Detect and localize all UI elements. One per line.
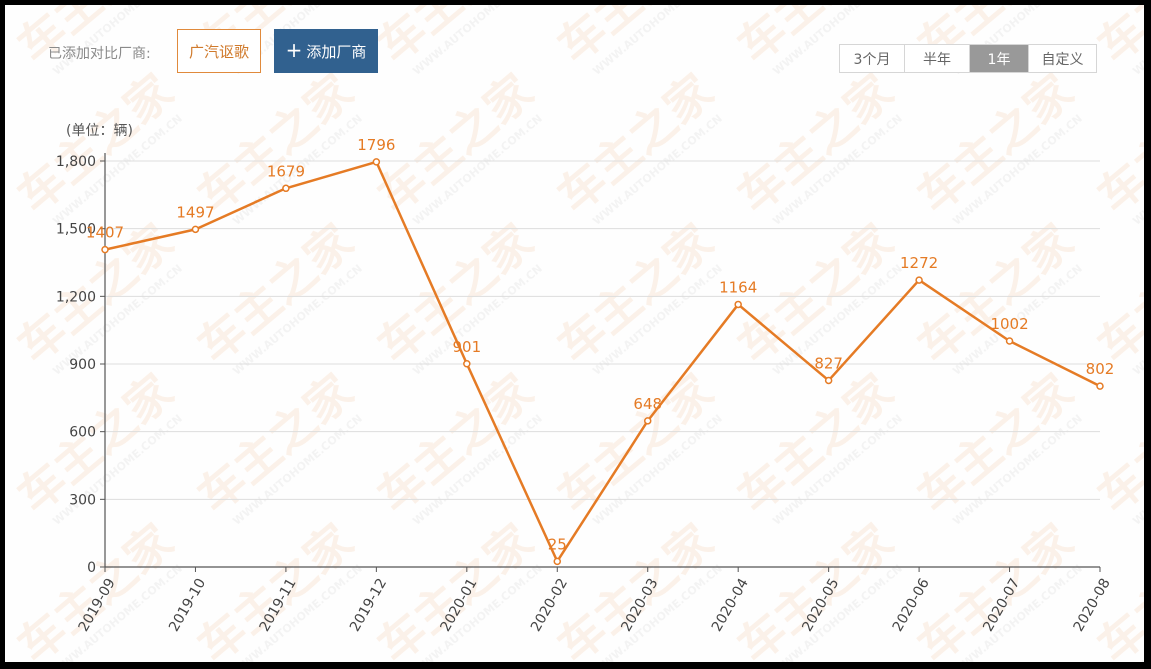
- series-layer: [101, 158, 1104, 566]
- data-label: 802: [1086, 360, 1115, 378]
- data-label: 1002: [990, 315, 1028, 333]
- y-tick-label: 0: [87, 560, 96, 576]
- data-label: 1679: [267, 162, 305, 180]
- data-label: 1164: [719, 278, 757, 296]
- data-label: 1497: [176, 203, 214, 221]
- data-point: [463, 360, 471, 368]
- data-point: [101, 245, 109, 254]
- brand-tag[interactable]: 广汽讴歌: [177, 29, 261, 73]
- data-point: [643, 417, 652, 425]
- axes: [104, 153, 1100, 568]
- data-label: 901: [452, 338, 481, 356]
- range-custom-button[interactable]: 自定义: [1029, 45, 1096, 72]
- range-3-months-button[interactable]: 3个月: [840, 45, 905, 72]
- range-half-year-button[interactable]: 半年: [905, 45, 970, 72]
- data-label: 1796: [357, 136, 395, 154]
- watermark-layer: 车主之家WWW.AUTOHOME.COM.CN车主之家WWW.AUTOHOME.…: [7, 5, 1144, 662]
- data-labels: 1407 1497 1679 1796 901 25 648 1164 827 1272 1002 8…: [86, 136, 1114, 553]
- add-manufacturer-button[interactable]: + 添加厂商: [274, 29, 378, 73]
- data-label: 827: [814, 354, 843, 372]
- grid-lines: [100, 160, 1100, 568]
- y-tick-label: 1,800: [56, 154, 96, 170]
- y-tick-label: 1,500: [56, 222, 96, 238]
- y-tick-label: 300: [69, 492, 96, 508]
- data-point: [1096, 382, 1104, 390]
- data-point: [553, 557, 562, 566]
- time-range-selector: 3个月 半年 1年 自定义: [839, 44, 1097, 73]
- data-point: [191, 225, 200, 234]
- data-label: 648: [633, 395, 662, 413]
- range-1-year-button[interactable]: 1年: [970, 45, 1029, 72]
- svg-text:车主之家: 车主之家: [1087, 64, 1144, 224]
- data-point: [824, 376, 833, 385]
- data-point: [372, 158, 381, 166]
- add-manufacturer-label: 添加厂商: [306, 42, 367, 61]
- data-label: 1272: [900, 254, 938, 272]
- data-label: 25: [548, 535, 567, 553]
- svg-text:车主之家: 车主之家: [1087, 214, 1144, 374]
- data-point: [1005, 337, 1014, 345]
- y-tick-labels: 0 300 600 900 1,200 1,500 1,800: [56, 154, 96, 576]
- y-tick-label: 1,200: [56, 289, 96, 305]
- series-line: [104, 160, 1101, 563]
- y-axis-unit-label: (单位：辆): [66, 123, 133, 139]
- chart-panel: 车主之家WWW.AUTOHOME.COM.CN车主之家WWW.AUTOHOME.…: [5, 5, 1144, 662]
- data-point: [915, 276, 923, 284]
- plus-icon: +: [285, 38, 303, 62]
- y-tick-label: 600: [69, 425, 96, 441]
- data-label: 1407: [86, 224, 124, 242]
- sales-line-chart: 车主之家WWW.AUTOHOME.COM.CN车主之家WWW.AUTOHOME.…: [7, 5, 1144, 662]
- y-tick-label: 900: [69, 357, 96, 373]
- compare-label: 已添加对比厂商:: [48, 46, 151, 62]
- data-point: [734, 300, 742, 309]
- data-point: [282, 184, 290, 193]
